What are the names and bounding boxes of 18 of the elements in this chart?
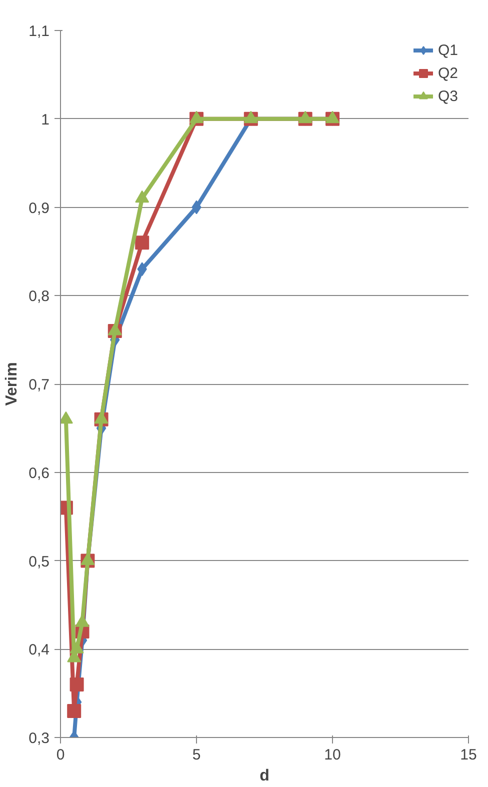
legend-label: Q1 <box>438 42 458 58</box>
y-tick-label: 1 <box>41 111 50 128</box>
x-axis-title: d <box>260 768 270 784</box>
y-tick-label: 0,9 <box>28 200 50 217</box>
x-tick-label: 15 <box>460 746 477 764</box>
x-tick-label: 5 <box>192 746 201 764</box>
y-axis-title: Verim <box>4 362 21 406</box>
legend-label: Q3 <box>438 88 458 104</box>
x-tick-label: 0 <box>56 746 65 764</box>
y-tick-label: 0,5 <box>28 553 50 570</box>
y-tick-label: 0,8 <box>28 288 50 306</box>
y-tick-label: 0,3 <box>28 730 50 747</box>
y-tick-label: 0,7 <box>28 376 50 394</box>
y-tick-label: 0,6 <box>28 464 50 482</box>
legend-label: Q2 <box>438 64 458 82</box>
x-tick-label: 10 <box>324 746 341 764</box>
y-tick-label: 0,4 <box>28 642 50 659</box>
y-tick-label: 1,1 <box>28 23 50 40</box>
